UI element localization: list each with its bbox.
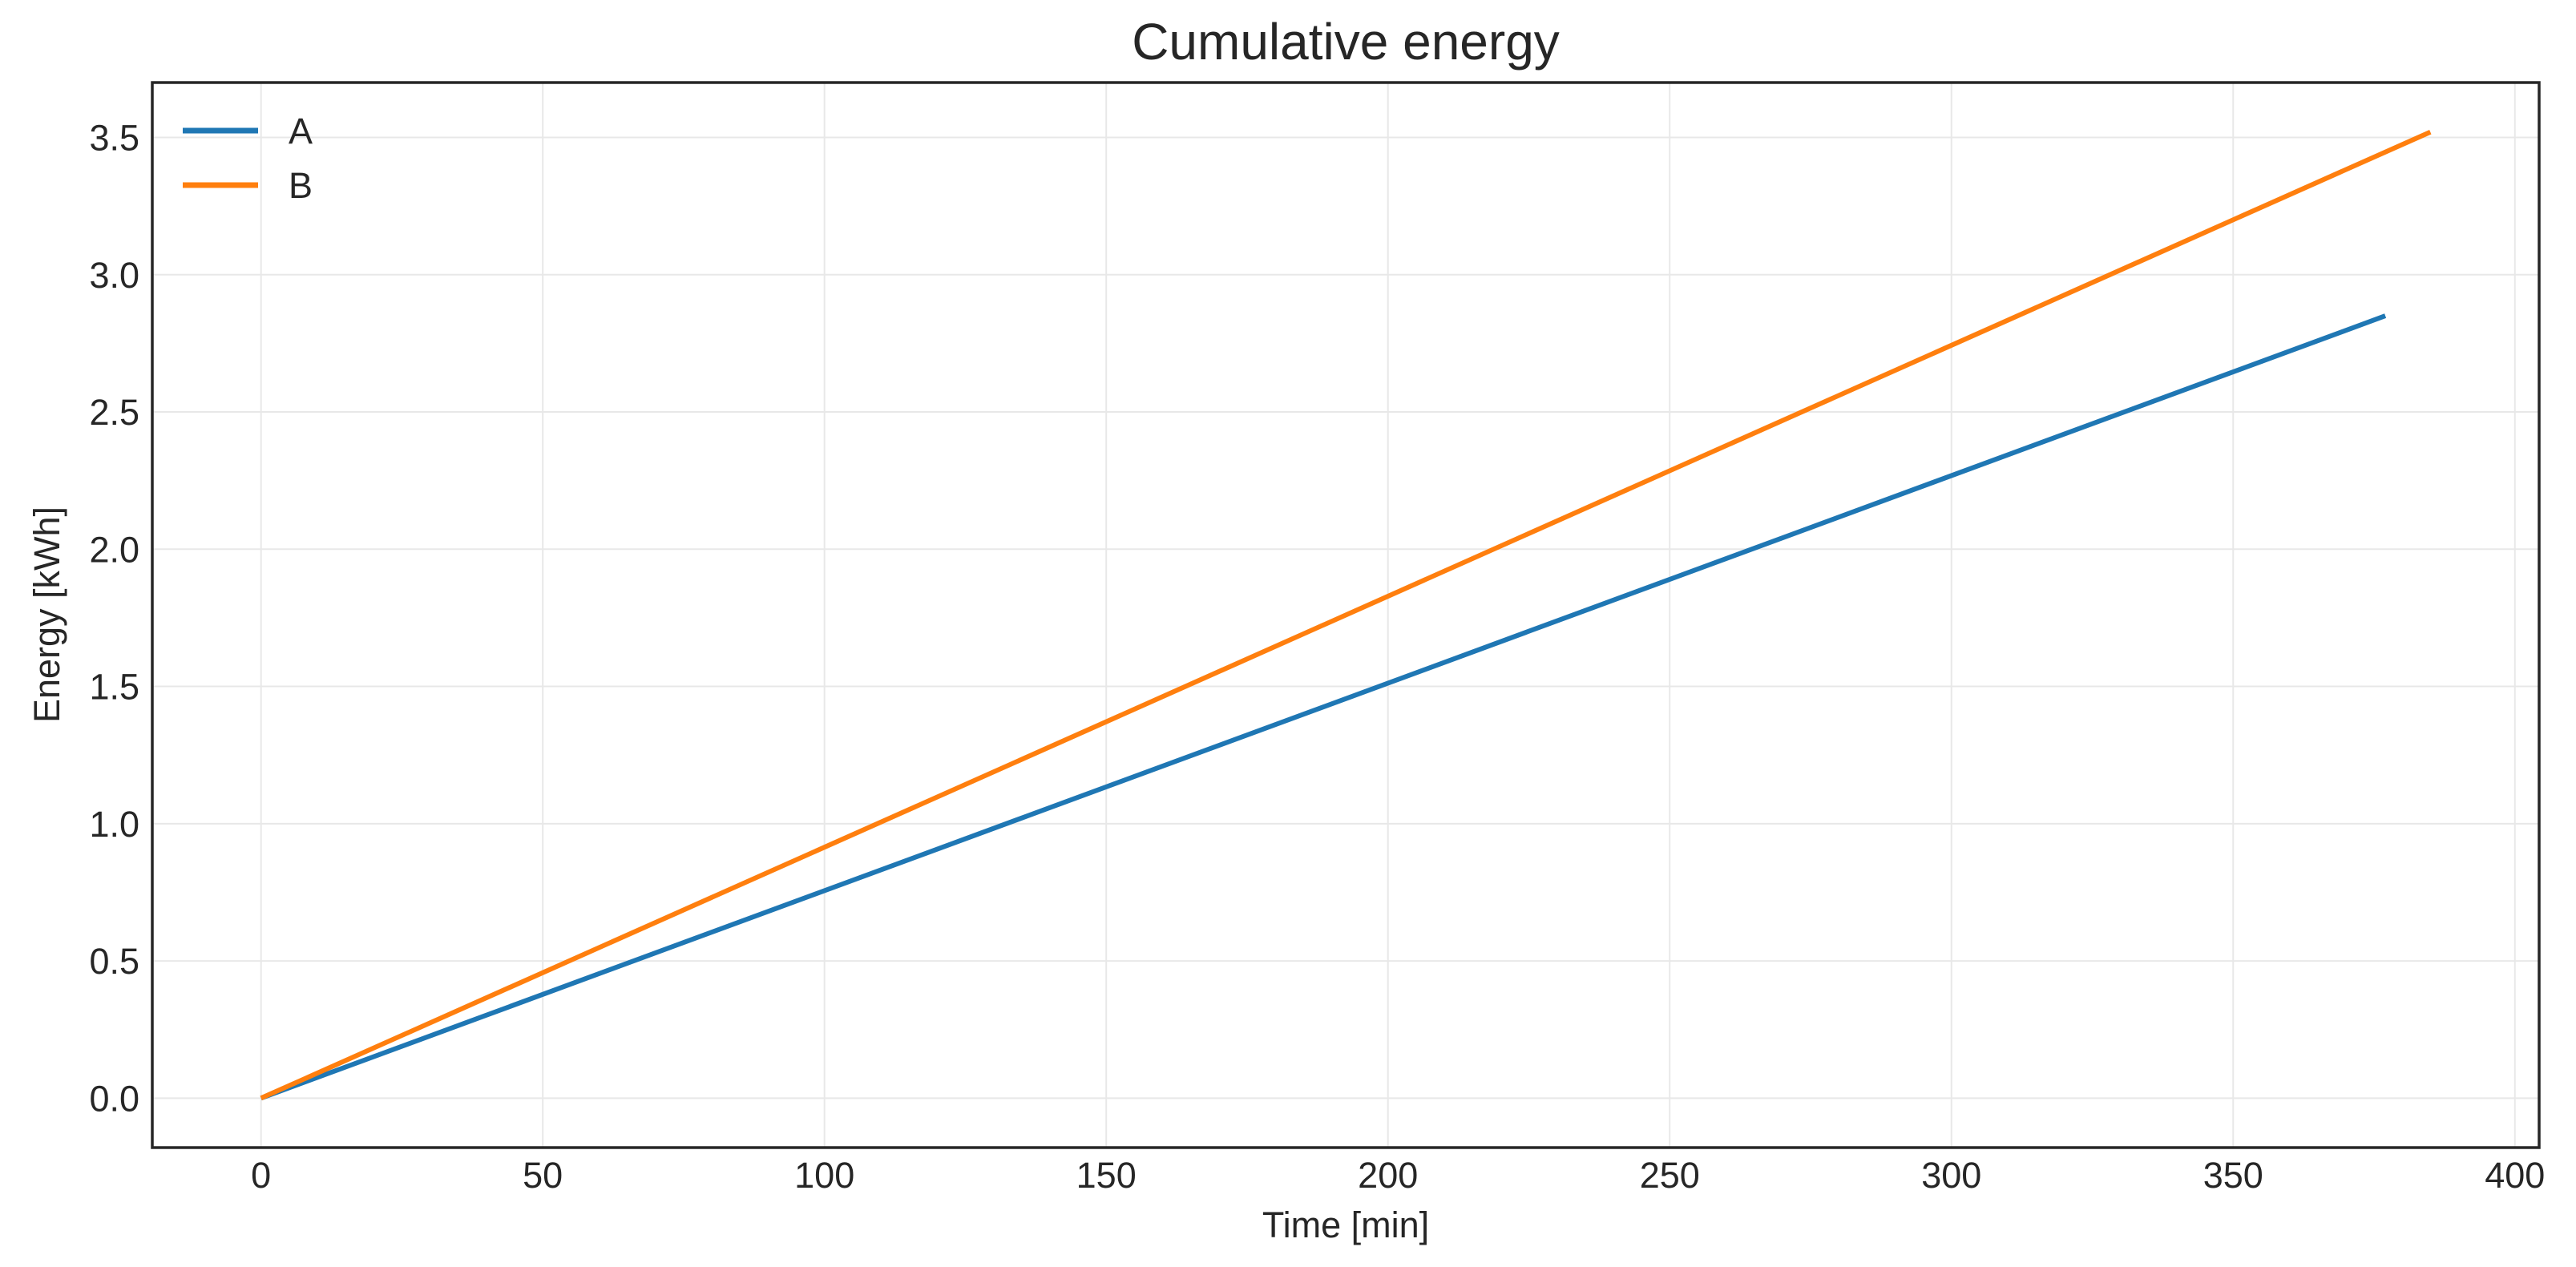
y-tick-label: 1.0 <box>89 804 139 845</box>
chart-title: Cumulative energy <box>1132 13 1560 71</box>
series-line-b <box>260 129 2432 1101</box>
y-tick-label: 0.5 <box>89 941 139 982</box>
x-tick-label: 250 <box>1640 1155 1700 1196</box>
y-tick-label: 2.5 <box>89 392 139 433</box>
y-tick-labels: 0.0 0.5 1.0 1.5 2.0 2.5 3.0 3.5 <box>89 118 139 1120</box>
x-tick-label: 200 <box>1358 1155 1418 1196</box>
x-tick-labels: 0 50 100 150 200 250 300 350 400 <box>251 1155 2545 1196</box>
plot-border <box>151 81 2541 1149</box>
x-axis-label: Time [min] <box>1262 1204 1429 1245</box>
y-tick-label: 1.5 <box>89 667 139 708</box>
y-tick-label: 2.0 <box>89 529 139 570</box>
x-tick-label: 50 <box>523 1155 563 1196</box>
y-tick-label: 3.0 <box>89 255 139 296</box>
legend: A B <box>183 111 313 206</box>
x-tick-label: 150 <box>1076 1155 1137 1196</box>
series-group <box>260 129 2432 1101</box>
legend-entry-a: A <box>183 111 313 151</box>
legend-entry-b: B <box>183 165 313 206</box>
legend-label-b: B <box>289 165 313 206</box>
x-tick-label: 400 <box>2485 1155 2545 1196</box>
y-tick-label: 0.0 <box>89 1078 139 1119</box>
y-tick-label: 3.5 <box>89 118 139 159</box>
x-tick-label: 350 <box>2203 1155 2263 1196</box>
legend-label-a: A <box>289 111 313 151</box>
series-line-a <box>260 313 2387 1101</box>
y-axis-label: Energy [kWh] <box>26 506 67 723</box>
x-tick-label: 0 <box>251 1155 271 1196</box>
gridlines <box>152 83 2539 1148</box>
x-tick-label: 300 <box>1921 1155 1981 1196</box>
x-tick-label: 100 <box>794 1155 854 1196</box>
